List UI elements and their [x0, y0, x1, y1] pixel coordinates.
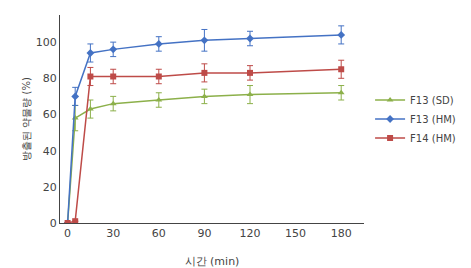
svg-text:150: 150 — [285, 227, 306, 240]
svg-text:시간 (min): 시간 (min) — [185, 255, 240, 268]
svg-text:방출된 약물량 (%): 방출된 약물량 (%) — [21, 77, 32, 161]
svg-text:F13 (HM): F13 (HM) — [410, 114, 456, 125]
svg-text:100: 100 — [36, 36, 57, 49]
svg-text:90: 90 — [197, 227, 211, 240]
svg-text:120: 120 — [240, 227, 261, 240]
svg-text:20: 20 — [43, 181, 57, 194]
svg-text:0: 0 — [64, 227, 71, 240]
svg-text:60: 60 — [43, 108, 57, 121]
svg-text:F13 (SD): F13 (SD) — [410, 95, 454, 106]
svg-text:60: 60 — [152, 227, 166, 240]
svg-text:180: 180 — [331, 227, 352, 240]
svg-text:40: 40 — [43, 145, 57, 158]
svg-text:0: 0 — [50, 217, 57, 230]
svg-text:F14 (HM): F14 (HM) — [410, 133, 456, 144]
svg-text:30: 30 — [106, 227, 120, 240]
svg-text:80: 80 — [43, 72, 57, 85]
